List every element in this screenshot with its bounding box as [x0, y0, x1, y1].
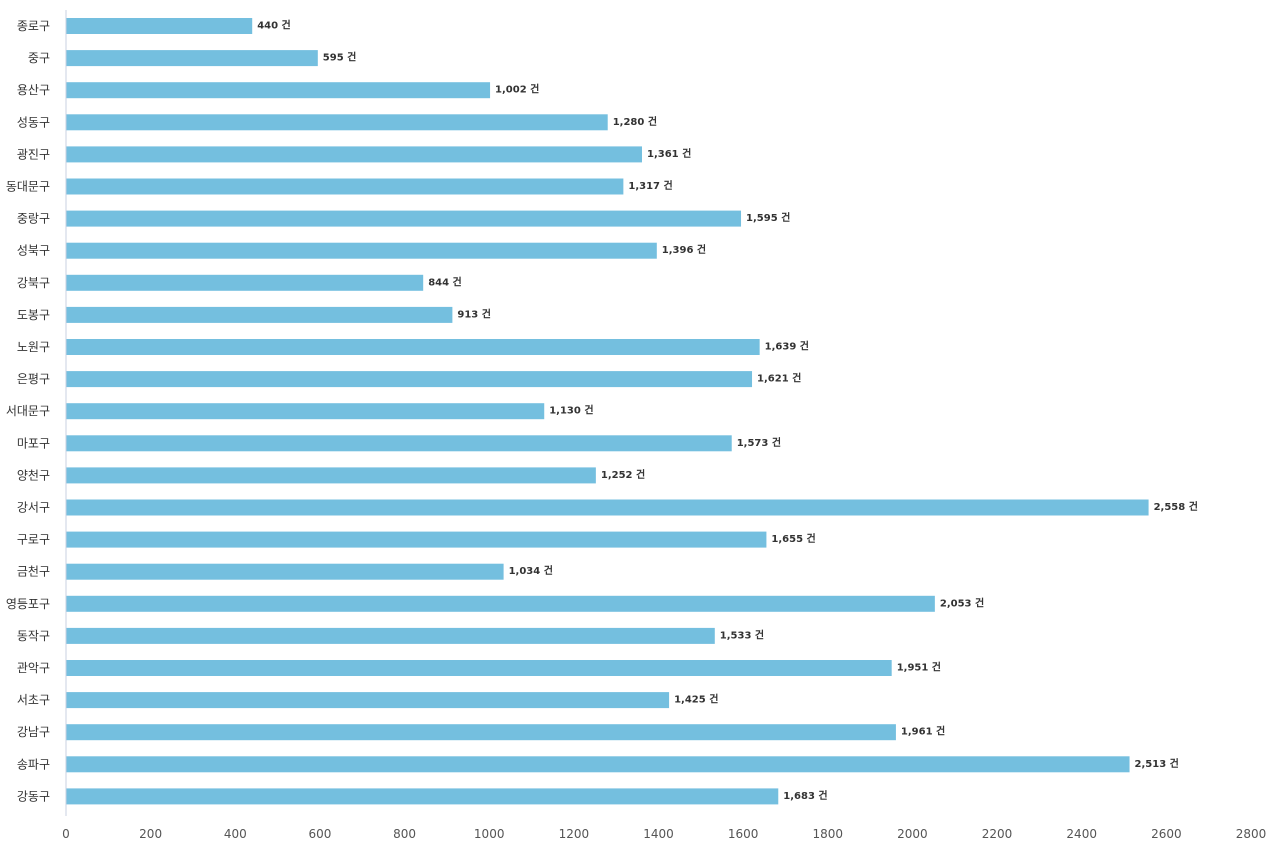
bar — [66, 595, 935, 612]
x-tick-label: 2400 — [1066, 827, 1097, 841]
bar — [66, 467, 596, 484]
bar — [66, 146, 642, 163]
value-label: 1,595 건 — [746, 211, 790, 224]
category-label: 영등포구 — [6, 597, 50, 611]
value-label: 1,396 건 — [662, 243, 706, 256]
bar — [66, 339, 760, 355]
bar — [66, 50, 318, 67]
x-tick-label: 2600 — [1151, 827, 1182, 841]
x-tick-label: 1200 — [559, 827, 590, 841]
value-label: 1,361 건 — [647, 147, 691, 160]
value-label: 913 건 — [457, 307, 491, 320]
value-labels-layer: 440 건 595 건 1,002 건 1,280 건 1,361 건 1,317 건 1,… — [257, 19, 1198, 802]
category-label: 성북구 — [17, 244, 50, 258]
bar — [66, 563, 504, 580]
value-label: 1,961 건 — [901, 725, 945, 738]
category-label: 양천구 — [17, 467, 50, 482]
bar — [66, 18, 253, 34]
bar — [66, 627, 715, 644]
category-label: 용산구 — [17, 83, 50, 97]
value-label: 1,951 건 — [897, 661, 941, 674]
category-label: 서초구 — [17, 693, 50, 707]
bar — [66, 660, 892, 676]
x-tick-label: 200 — [139, 827, 162, 841]
category-labels-layer: 종로구중구용산구성동구광진구동대문구중랑구성북구강북구도봉구노원구은평구서대문구… — [6, 19, 50, 803]
x-tick-label: 600 — [308, 827, 331, 841]
value-label: 1,034 건 — [509, 564, 553, 577]
value-label: 1,655 건 — [771, 532, 815, 545]
value-label: 1,280 건 — [613, 115, 657, 128]
value-label: 1,683 건 — [783, 789, 827, 802]
bar — [66, 403, 545, 420]
category-label: 동작구 — [17, 629, 50, 643]
category-label: 성동구 — [17, 115, 50, 129]
bar — [66, 499, 1149, 516]
x-tick-label: 1600 — [728, 827, 759, 841]
bar — [66, 756, 1130, 773]
category-label: 송파구 — [17, 757, 50, 771]
value-label: 2,558 건 — [1154, 500, 1198, 513]
bar — [66, 692, 670, 709]
x-tick-label: 2200 — [982, 827, 1013, 841]
bar — [66, 210, 742, 227]
category-label: 서대문구 — [6, 404, 50, 418]
value-label: 1,317 건 — [628, 179, 672, 192]
value-label: 1,533 건 — [720, 628, 764, 641]
bar — [66, 435, 732, 452]
bar — [66, 306, 453, 323]
bar — [66, 178, 624, 195]
bar — [66, 531, 767, 548]
category-label: 동대문구 — [6, 180, 50, 194]
category-label: 노원구 — [17, 340, 50, 354]
value-label: 1,002 건 — [495, 83, 539, 96]
x-tick-label: 800 — [393, 827, 416, 841]
value-label: 1,639 건 — [765, 340, 809, 353]
category-label: 강서구 — [17, 501, 50, 515]
category-label: 중구 — [28, 51, 50, 65]
bar — [66, 82, 491, 99]
value-label: 595 건 — [323, 51, 357, 64]
bar — [66, 242, 657, 259]
bar — [66, 788, 779, 805]
category-label: 강동구 — [17, 789, 50, 803]
x-tick-label: 0 — [62, 827, 70, 841]
value-label: 844 건 — [428, 275, 462, 288]
value-label: 2,513 건 — [1135, 757, 1179, 770]
category-label: 강북구 — [17, 276, 50, 290]
value-label: 1,425 건 — [674, 693, 718, 706]
category-label: 도봉구 — [17, 308, 50, 322]
x-tick-label: 2800 — [1236, 827, 1267, 841]
x-tick-label: 2000 — [897, 827, 928, 841]
bar — [66, 114, 608, 131]
bars-layer — [66, 18, 1149, 805]
category-label: 금천구 — [17, 564, 50, 579]
category-label: 광진구 — [17, 147, 50, 161]
value-label: 1,621 건 — [757, 372, 801, 385]
category-label: 강남구 — [17, 725, 50, 739]
category-label: 마포구 — [17, 436, 50, 450]
x-tick-label: 1400 — [643, 827, 674, 841]
bar — [66, 274, 424, 291]
value-label: 440 건 — [257, 19, 291, 32]
category-label: 은평구 — [17, 372, 50, 386]
category-label: 관악구 — [17, 661, 50, 675]
bar — [66, 724, 896, 741]
bar — [66, 371, 753, 388]
category-label: 구로구 — [17, 533, 50, 547]
x-tick-label: 1000 — [474, 827, 505, 841]
x-tick-labels-layer: 0 200 400 600 800 1000 1200 1400 1600 1800 2000 220… — [62, 827, 1266, 841]
value-label: 1,130 건 — [549, 404, 593, 417]
category-label: 종로구 — [17, 19, 50, 33]
value-label: 1,252 건 — [601, 468, 645, 481]
value-label: 1,573 건 — [737, 436, 781, 449]
value-label: 2,053 건 — [940, 596, 984, 609]
x-tick-label: 1800 — [813, 827, 844, 841]
x-tick-label: 400 — [224, 827, 247, 841]
category-label: 중랑구 — [17, 212, 50, 226]
